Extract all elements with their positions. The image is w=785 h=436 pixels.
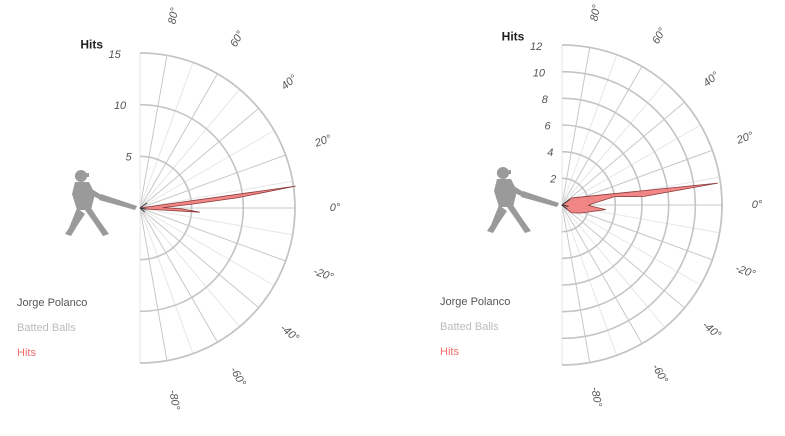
angle-gridline — [139, 130, 275, 209]
angle-gridline — [139, 207, 168, 361]
angle-gridline — [139, 207, 286, 262]
batted-ball-line — [561, 204, 568, 210]
angle-tick-label: -20° — [312, 265, 336, 283]
angle-tick-label: 20° — [734, 130, 755, 148]
angle-gridline — [139, 207, 260, 309]
angle-gridline — [139, 107, 260, 209]
radius-tick-label: 8 — [542, 94, 549, 106]
batted-ball-line — [561, 199, 570, 206]
batted-ball-line — [561, 204, 569, 207]
radius-tick-label: 2 — [549, 173, 556, 185]
radius-ring — [561, 70, 697, 340]
angle-tick-label: -60° — [227, 365, 248, 389]
radius-tick-label: 4 — [547, 147, 553, 159]
radius-tick-label: 15 — [109, 49, 122, 61]
radius-tick-label: 5 — [125, 152, 132, 164]
radius-ring — [561, 124, 643, 286]
angle-tick-label: 20° — [312, 133, 333, 151]
batter-silhouette-icon — [65, 170, 137, 236]
radius-tick-label: 10 — [533, 67, 546, 79]
radius-tick-label: 12 — [530, 41, 542, 53]
hits-area — [561, 182, 718, 214]
angle-tick-label: -60° — [649, 362, 670, 386]
angle-tick-label: -40° — [278, 322, 302, 345]
angle-tick-label: 0° — [752, 199, 763, 211]
angle-gridline — [139, 180, 293, 209]
legend-item: Batted Balls — [17, 322, 76, 334]
angle-tick-label: 80° — [588, 3, 603, 22]
angle-tick-label: -40° — [700, 319, 724, 342]
radius-ring — [561, 150, 616, 260]
radius-tick-label: 6 — [545, 120, 552, 132]
batter-silhouette-icon — [487, 167, 559, 233]
legend-item: Hits — [440, 346, 459, 358]
outer-ring — [561, 44, 723, 366]
angle-tick-label: 60° — [228, 28, 247, 49]
angle-tick-label: 80° — [166, 6, 181, 25]
outer-ring — [139, 52, 296, 364]
angle-tick-label: -80° — [166, 389, 181, 412]
angle-tick-label: -80° — [588, 386, 603, 409]
legend-item: Batted Balls — [440, 321, 499, 333]
legend-item: Hits — [17, 347, 36, 359]
angle-gridline — [139, 207, 293, 236]
angle-tick-label: 0° — [330, 202, 341, 214]
angle-gridline — [139, 62, 194, 209]
angle-gridline — [139, 154, 286, 209]
radius-ring — [139, 103, 245, 313]
axis-title: Hits — [502, 30, 525, 44]
angle-gridline — [139, 207, 218, 343]
radial-chart-2: 80° 60° 40° 20° 0° -20° -40° -60° -80° 2 4 6 8 10 12 Hi… — [440, 3, 763, 409]
angle-gridline — [139, 88, 241, 209]
batted-ball-line — [139, 202, 148, 209]
angle-gridline — [139, 207, 275, 286]
angle-tick-label: -20° — [734, 262, 758, 280]
angle-gridline — [139, 207, 194, 354]
legend-item: Jorge Polanco — [440, 296, 510, 308]
radius-ring — [561, 97, 670, 313]
legend-item: Jorge Polanco — [17, 297, 87, 309]
angle-tick-label: 60° — [650, 25, 669, 46]
hits-area — [139, 185, 296, 213]
axis-title: Hits — [80, 38, 103, 52]
angle-gridline — [139, 55, 168, 209]
angle-gridline — [139, 207, 241, 328]
radius-ring — [139, 155, 193, 261]
batted-ball-line — [139, 207, 146, 213]
radius-tick-label: 10 — [114, 100, 127, 112]
angle-tick-label: 40° — [279, 72, 300, 92]
radial-chart-1: 80° 60° 40° 20° 0° -20° -40° -60° -80° 5 10 15 Hits J… — [17, 6, 341, 412]
angle-gridline — [139, 73, 218, 209]
angle-tick-label: 40° — [701, 69, 722, 89]
